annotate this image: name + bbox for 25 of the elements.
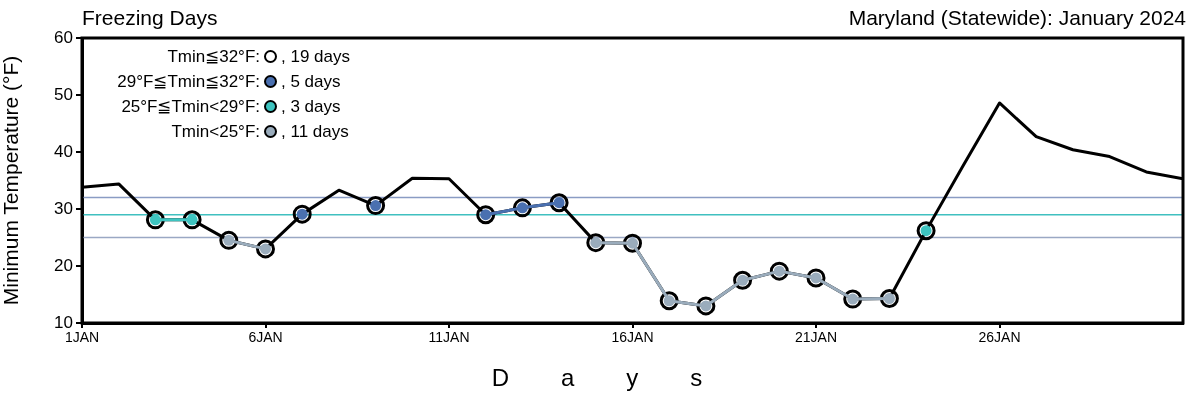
chart-subtitle: Maryland (Statewide): January 2024 xyxy=(848,6,1186,30)
annotation: , 19 days xyxy=(281,46,350,67)
legend-label: 25°F≦Tmin<29°F: xyxy=(120,96,260,117)
x-tick-label: 1JAN xyxy=(64,329,100,346)
chart-title: Freezing Days xyxy=(82,6,218,30)
y-tick-label: 50 xyxy=(54,84,73,104)
annotation: , 11 days xyxy=(281,121,349,142)
legend-label: 29°F≦Tmin≦32°F: xyxy=(116,71,260,92)
annotation: , 5 days xyxy=(281,71,341,92)
x-tick-label: 11JAN xyxy=(428,329,470,346)
y-tick-label: 30 xyxy=(54,198,73,218)
x-tick-label: 26JAN xyxy=(978,329,1021,346)
x-tick-label: 6JAN xyxy=(248,329,283,346)
y-tick-label: 20 xyxy=(54,255,73,275)
y-tick-label: 10 xyxy=(54,312,73,332)
annotation: , 3 days xyxy=(281,96,341,117)
x-tick-label: 16JAN xyxy=(611,329,654,346)
y-tick-label: 60 xyxy=(54,27,73,47)
y-axis-title: Minimum Temperature (°F) xyxy=(0,55,23,306)
x-axis-title: Days xyxy=(490,364,756,392)
y-tick-label: 40 xyxy=(54,141,73,161)
point xyxy=(256,239,275,259)
legend-label: Tmin≦32°F: xyxy=(166,46,260,67)
x-tick-label: 21JAN xyxy=(794,329,838,346)
legend-label: Tmin<25°F: xyxy=(170,121,260,142)
